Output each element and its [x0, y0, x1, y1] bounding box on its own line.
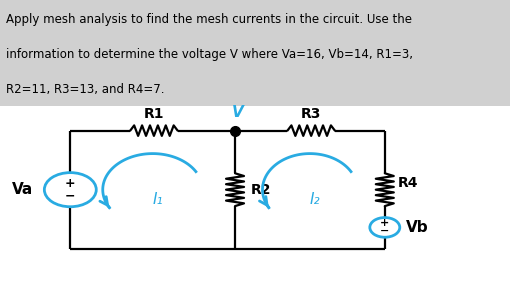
Text: −: −	[380, 226, 389, 236]
Text: information to determine the voltage V where Va=16, Vb=14, R1=3,: information to determine the voltage V w…	[6, 48, 413, 61]
Text: R2: R2	[251, 183, 271, 197]
Text: R2=11, R3=13, and R4=7.: R2=11, R3=13, and R4=7.	[6, 83, 165, 96]
Text: Vb: Vb	[406, 220, 428, 235]
Text: −: −	[65, 190, 75, 203]
Text: +: +	[380, 219, 389, 228]
Text: +: +	[65, 177, 75, 190]
Text: V: V	[232, 105, 243, 120]
Text: Apply mesh analysis to find the mesh currents in the circuit. Use the: Apply mesh analysis to find the mesh cur…	[6, 13, 412, 26]
Text: R4: R4	[397, 176, 418, 190]
Text: R3: R3	[301, 107, 321, 121]
Text: R1: R1	[144, 107, 164, 121]
Text: I₂: I₂	[309, 192, 320, 207]
Text: I₁: I₁	[152, 192, 163, 207]
Text: Va: Va	[11, 182, 33, 197]
